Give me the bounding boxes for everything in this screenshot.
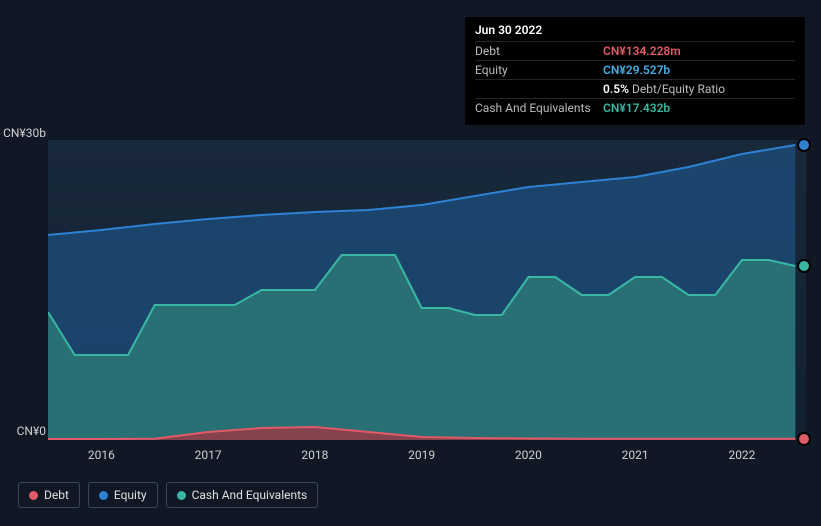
legend-item-cash-and-equivalents[interactable]: Cash And Equivalents — [166, 482, 319, 508]
tooltip-key: Debt — [475, 44, 603, 58]
tooltip-value: CN¥29.527b — [603, 63, 670, 77]
tooltip-value: 0.5% Debt/Equity Ratio — [603, 82, 725, 96]
tooltip-value: CN¥134.228m — [603, 44, 681, 58]
y-axis-label-top: CN¥30b — [0, 126, 46, 140]
series-end-cap — [797, 259, 811, 273]
x-axis-tick: 2022 — [728, 448, 755, 462]
tooltip-panel: Jun 30 2022 DebtCN¥134.228mEquityCN¥29.5… — [465, 17, 805, 125]
y-axis-label-bottom: CN¥0 — [0, 424, 46, 438]
legend-label: Equity — [114, 488, 147, 502]
chart-plot[interactable] — [48, 140, 806, 440]
tooltip-key: Equity — [475, 63, 603, 77]
tooltip-key — [475, 82, 603, 96]
tooltip-row: 0.5% Debt/Equity Ratio — [475, 79, 795, 98]
x-axis-tick: 2017 — [195, 448, 222, 462]
x-axis-tick: 2021 — [622, 448, 649, 462]
legend-dot-icon — [29, 491, 38, 500]
tooltip-row: DebtCN¥134.228m — [475, 41, 795, 60]
legend-item-debt[interactable]: Debt — [18, 482, 80, 508]
chart-svg — [48, 140, 806, 440]
x-axis-tick: 2019 — [408, 448, 435, 462]
legend-item-equity[interactable]: Equity — [88, 482, 158, 508]
legend-label: Debt — [44, 488, 69, 502]
series-end-cap — [797, 432, 811, 446]
x-axis-tick: 2018 — [301, 448, 328, 462]
tooltip-title: Jun 30 2022 — [475, 23, 795, 37]
legend: Debt Equity Cash And Equivalents — [18, 482, 318, 508]
series-end-cap — [797, 138, 811, 152]
legend-dot-icon — [177, 491, 186, 500]
x-axis-tick: 2020 — [515, 448, 542, 462]
tooltip-key: Cash And Equivalents — [475, 101, 603, 115]
legend-label: Cash And Equivalents — [192, 488, 308, 502]
tooltip-row: EquityCN¥29.527b — [475, 60, 795, 79]
tooltip-value: CN¥17.432b — [603, 101, 670, 115]
tooltip-row: Cash And EquivalentsCN¥17.432b — [475, 98, 795, 117]
x-axis-tick: 2016 — [88, 448, 115, 462]
legend-dot-icon — [99, 491, 108, 500]
x-axis: 2016 2017 2018 2019 2020 2021 2022 — [48, 448, 806, 466]
